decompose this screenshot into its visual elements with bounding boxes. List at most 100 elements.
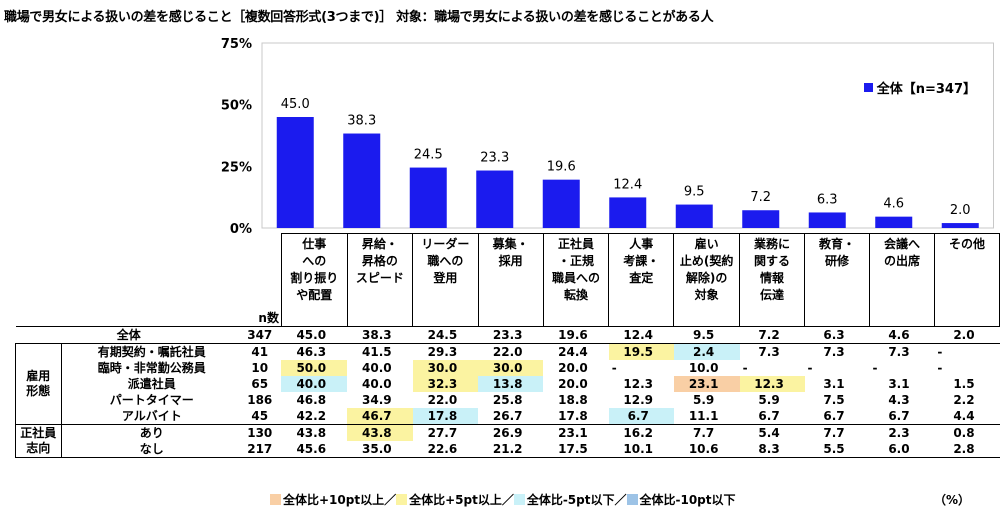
cell-value: 5.5 <box>804 441 870 458</box>
cell-value: 2.2 <box>953 392 975 407</box>
footnote-swatch <box>396 494 408 505</box>
cell-value: 17.8 <box>412 408 479 425</box>
row-n: 41 <box>251 344 269 359</box>
cell-value: 19.6 <box>543 326 609 344</box>
bar <box>609 197 647 228</box>
cell-value: 22.0 <box>492 344 523 359</box>
row-n: 130 <box>242 424 282 441</box>
chart-title: 職場で男女による扱いの差を感じること［複数回答形式(3つまで)］ 対象：職場で男… <box>4 10 714 25</box>
data-label: 4.6 <box>883 197 904 212</box>
cell-value: 41.5 <box>362 344 392 359</box>
row-n: 217 <box>242 441 282 458</box>
bar <box>808 212 846 228</box>
cell-value: 23.1 <box>543 424 609 441</box>
cell-value: 22.0 <box>427 392 458 407</box>
n-header: n数 <box>258 311 279 325</box>
cell-value: 9.5 <box>673 326 740 344</box>
y-tick-label: 50% <box>221 99 252 114</box>
cell-value: 7.7 <box>804 424 870 441</box>
cell-value: 29.3 <box>427 344 458 359</box>
cell-value: 20.0 <box>558 376 588 391</box>
cell-value: 10.6 <box>673 441 740 458</box>
cell-value: 45.0 <box>281 326 348 344</box>
cell-value: 11.1 <box>688 408 719 423</box>
cell-value: 42.2 <box>296 408 327 423</box>
cell-value: 46.8 <box>296 392 327 407</box>
footnote-swatch <box>270 494 281 505</box>
cell-value: 38.3 <box>347 326 413 344</box>
cell-value: 50.0 <box>281 360 348 376</box>
bar <box>542 179 580 228</box>
legend: 全体【n=347】 <box>863 78 976 97</box>
row-label: 全体 <box>15 326 243 344</box>
data-label: 2.0 <box>950 203 971 218</box>
cell-value: 40.0 <box>362 360 392 375</box>
group-label: 雇用 形態 <box>15 343 62 425</box>
table-row: 正社員 志向 あり 130 43.8 43.8 27.7 26.9 23.1 16.2 7.7 5.4… <box>15 424 1000 458</box>
crosstab-table: n数 仕事 への 割り振り や配置 昇給・ 昇格の スピード リーダー 職への 登用 募集・ 採用 正社員… <box>15 233 1000 458</box>
cell-value: - <box>937 344 943 359</box>
cell-value: 22.6 <box>412 441 479 458</box>
data-label: 12.4 <box>613 177 642 192</box>
cell-value: 27.7 <box>412 424 479 441</box>
cell-value: 34.9 <box>362 392 392 407</box>
y-tick-label: 75% <box>221 37 252 52</box>
cell-value: 7.5 <box>823 392 845 407</box>
cell-value: 10.1 <box>608 441 674 458</box>
legend-swatch <box>863 83 873 92</box>
cell-value: 13.8 <box>478 376 544 392</box>
bar-chart: 0% 25% 50% 75% 45.0 38.3 24.5 23.3 19.6 12.4 9.5 7.… <box>221 37 994 237</box>
cell-value: 19.5 <box>608 343 674 360</box>
cell-value: 40.0 <box>362 376 392 391</box>
cell-value: 26.9 <box>478 424 544 441</box>
cell-value: 0.8 <box>934 424 1000 441</box>
cell-value: 16.2 <box>608 424 674 441</box>
row-label: あり <box>61 424 243 441</box>
table-row: パートタイマー 186 46.8 34.9 22.0 25.8 18.8 12.9 5.9 5.9… <box>16 392 1000 408</box>
cell-value: 17.8 <box>558 408 588 423</box>
cell-value: 5.4 <box>739 424 805 441</box>
cell-value: 30.0 <box>478 360 544 376</box>
cell-value: 10.0 <box>688 360 719 375</box>
cell-value: - <box>937 360 943 375</box>
cell-value: 30.0 <box>412 360 479 376</box>
cell-value: 23.1 <box>673 376 740 392</box>
cell-value: 24.5 <box>412 326 479 344</box>
row-n: 65 <box>251 376 269 391</box>
cell-value: 6.7 <box>608 408 674 425</box>
y-tick-label: 25% <box>221 160 252 175</box>
footnote: 全体比+10pt以上／ 全体比+5pt以上／ 全体比-5pt以下／ 全体比-10pt以… <box>270 491 736 508</box>
column-header: 仕事 への 割り振り や配置 <box>280 233 348 327</box>
cell-value: 12.9 <box>623 392 654 407</box>
column-header: 人事 考課・ 査定 <box>608 233 675 327</box>
cell-value: 32.3 <box>412 376 479 392</box>
cell-value: 17.5 <box>543 441 609 458</box>
column-header: その他 <box>933 233 1000 327</box>
legend-label: 全体【n=347】 <box>876 82 976 97</box>
data-label: 9.5 <box>684 185 705 200</box>
cell-value: 6.7 <box>758 408 780 423</box>
cell-value: 46.3 <box>296 344 327 359</box>
cell-value: 2.0 <box>934 326 1000 344</box>
cell-value: 5.9 <box>758 392 780 407</box>
cell-value: 6.0 <box>869 441 935 458</box>
data-label: 23.3 <box>480 151 509 166</box>
column-header: 昇給・ 昇格の スピード <box>346 233 414 327</box>
cell-value: 2.4 <box>673 343 740 360</box>
cell-value: 2.3 <box>869 424 935 441</box>
cell-value: 6.7 <box>888 408 910 423</box>
table-row: 雇用 形態 有期契約・嘱託社員 41 46.3 41.5 29.3 22.0 24.4 19.5 2… <box>15 343 1000 425</box>
cell-value: 8.3 <box>739 441 805 458</box>
column-header: 業務に 関する 情報 伝達 <box>739 233 806 327</box>
cell-value: 12.4 <box>608 326 674 344</box>
cell-value: 7.7 <box>673 424 740 441</box>
cell-value: 4.4 <box>953 408 975 423</box>
cell-value: 4.6 <box>869 326 935 344</box>
cell-value: 7.3 <box>888 344 910 359</box>
footnote-label: 全体比-10pt以下 <box>639 493 736 507</box>
cell-value: 45.6 <box>281 441 348 458</box>
cell-value: - <box>872 360 878 375</box>
cell-value: 46.7 <box>347 408 413 425</box>
row-label: なし <box>61 441 243 458</box>
unit-label: （%） <box>933 493 970 507</box>
